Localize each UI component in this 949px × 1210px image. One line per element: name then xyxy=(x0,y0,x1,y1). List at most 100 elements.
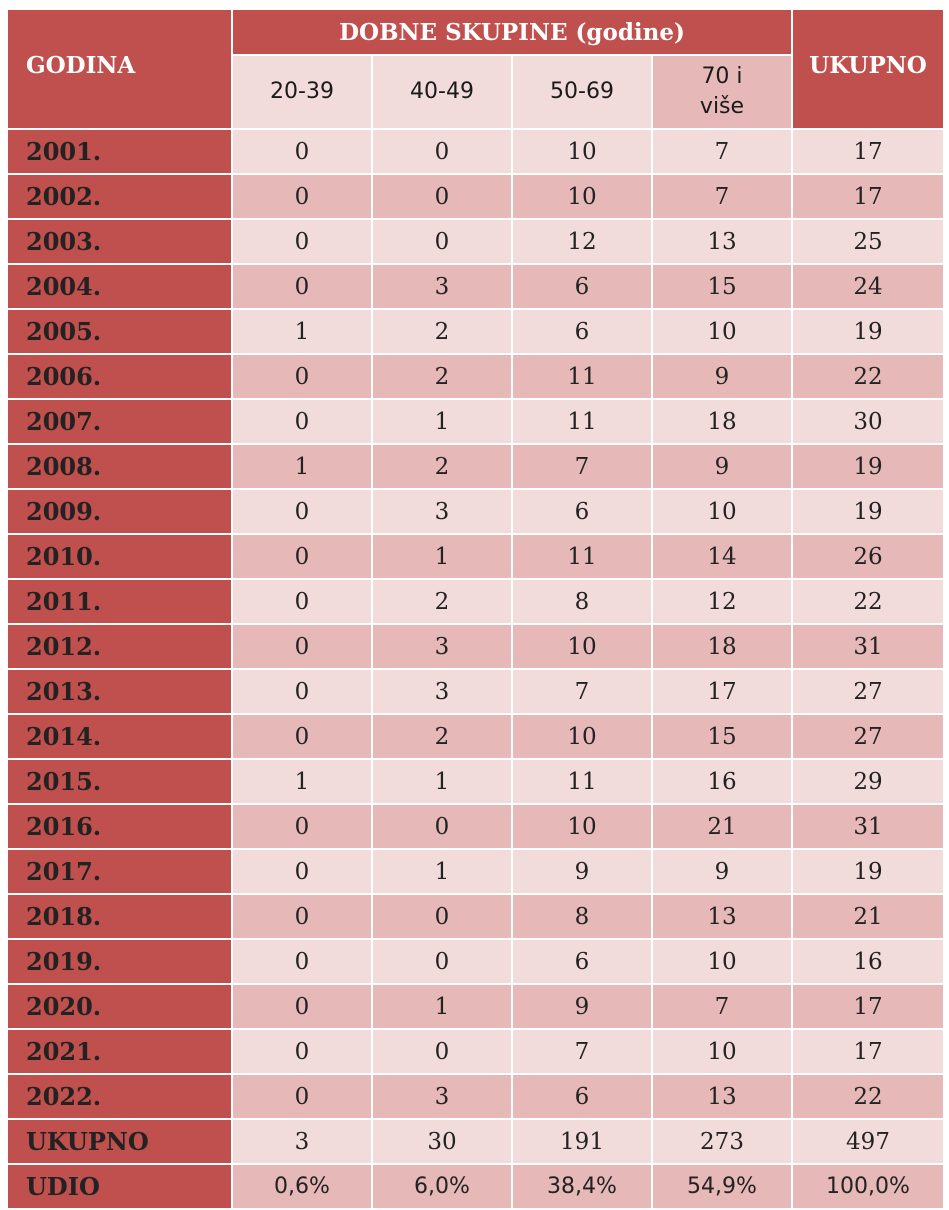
cell-value: 0,6% xyxy=(231,1163,373,1210)
row-label: 2007. xyxy=(6,398,233,445)
cell-value: 1 xyxy=(231,758,373,805)
cell-value: 17 xyxy=(651,668,793,715)
cell-total: 31 xyxy=(791,623,945,670)
header-ukupno: UKUPNO xyxy=(791,8,945,130)
row-label: 2012. xyxy=(6,623,233,670)
table-row: 2015. 1 1 11 16 29 xyxy=(6,758,945,805)
cell-value: 10 xyxy=(511,128,653,175)
cell-total: 22 xyxy=(791,353,945,400)
row-label: 2015. xyxy=(6,758,233,805)
row-label: 2017. xyxy=(6,848,233,895)
cell-value: 1 xyxy=(231,308,373,355)
cell-value: 8 xyxy=(511,578,653,625)
row-label: 2021. xyxy=(6,1028,233,1075)
cell-value: 10 xyxy=(651,938,793,985)
table-row: 2001. 0 0 10 7 17 xyxy=(6,128,945,175)
table-row: 2022. 0 3 6 13 22 xyxy=(6,1073,945,1120)
row-label: 2010. xyxy=(6,533,233,580)
cell-total: 100,0% xyxy=(791,1163,945,1210)
cell-value: 0 xyxy=(231,263,373,310)
cell-value: 30 xyxy=(371,1118,513,1165)
cell-value: 0 xyxy=(371,803,513,850)
cell-value: 1 xyxy=(371,758,513,805)
cell-value: 54,9% xyxy=(651,1163,793,1210)
header-dobne-skupine: DOBNE SKUPINE (godine) xyxy=(231,8,793,56)
cell-value: 9 xyxy=(511,848,653,895)
cell-value: 0 xyxy=(231,218,373,265)
cell-value: 0 xyxy=(231,128,373,175)
cell-value: 2 xyxy=(371,578,513,625)
cell-value: 0 xyxy=(231,893,373,940)
cell-value: 0 xyxy=(231,578,373,625)
row-label: 2004. xyxy=(6,263,233,310)
cell-total: 22 xyxy=(791,578,945,625)
table-row: 2011. 0 2 8 12 22 xyxy=(6,578,945,625)
cell-value: 38,4% xyxy=(511,1163,653,1210)
cell-value: 2 xyxy=(371,308,513,355)
cell-value: 9 xyxy=(651,353,793,400)
cell-value: 273 xyxy=(651,1118,793,1165)
cell-value: 10 xyxy=(511,713,653,760)
cell-value: 3 xyxy=(371,488,513,535)
cell-value: 9 xyxy=(511,983,653,1030)
cell-value: 1 xyxy=(371,398,513,445)
row-label: 2022. xyxy=(6,1073,233,1120)
table-row: 2005. 1 2 6 10 19 xyxy=(6,308,945,355)
cell-value: 21 xyxy=(651,803,793,850)
cell-value: 9 xyxy=(651,848,793,895)
cell-value: 10 xyxy=(511,623,653,670)
cell-total: 30 xyxy=(791,398,945,445)
cell-total: 25 xyxy=(791,218,945,265)
cell-value: 7 xyxy=(651,173,793,220)
cell-value: 0 xyxy=(231,1073,373,1120)
table-body: 2001. 0 0 10 7 17 2002. 0 0 10 7 17 2003. 0 0 12 13 25 200… xyxy=(6,128,945,1210)
row-label: 2011. xyxy=(6,578,233,625)
cell-total: 26 xyxy=(791,533,945,580)
row-label: UDIO xyxy=(6,1163,233,1210)
table-row: 2006. 0 2 11 9 22 xyxy=(6,353,945,400)
cell-value: 6 xyxy=(511,488,653,535)
table-row: 2010. 0 1 11 14 26 xyxy=(6,533,945,580)
cell-value: 0 xyxy=(231,623,373,670)
table-row: 2002. 0 0 10 7 17 xyxy=(6,173,945,220)
header-age-70-plus-label: 70 i više xyxy=(699,64,745,119)
row-label: 2018. xyxy=(6,893,233,940)
cell-value: 0 xyxy=(231,1028,373,1075)
cell-total: 24 xyxy=(791,263,945,310)
row-label: 2019. xyxy=(6,938,233,985)
table-row: 2019. 0 0 6 10 16 xyxy=(6,938,945,985)
cell-value: 11 xyxy=(511,398,653,445)
cell-value: 6 xyxy=(511,938,653,985)
table-row: 2016. 0 0 10 21 31 xyxy=(6,803,945,850)
table-row: 2003. 0 0 12 13 25 xyxy=(6,218,945,265)
cell-value: 2 xyxy=(371,443,513,490)
cell-value: 12 xyxy=(511,218,653,265)
cell-total: 27 xyxy=(791,713,945,760)
row-label: 2002. xyxy=(6,173,233,220)
age-group-table: GODINA DOBNE SKUPINE (godine) UKUPNO 20-… xyxy=(6,8,945,1210)
row-label: 2020. xyxy=(6,983,233,1030)
cell-value: 0 xyxy=(371,173,513,220)
cell-value: 8 xyxy=(511,893,653,940)
cell-value: 3 xyxy=(371,263,513,310)
cell-value: 13 xyxy=(651,1073,793,1120)
table-row: 2014. 0 2 10 15 27 xyxy=(6,713,945,760)
cell-value: 6 xyxy=(511,263,653,310)
table-row: UDIO 0,6% 6,0% 38,4% 54,9% 100,0% xyxy=(6,1163,945,1210)
cell-value: 15 xyxy=(651,263,793,310)
cell-value: 2 xyxy=(371,713,513,760)
table-row: 2008. 1 2 7 9 19 xyxy=(6,443,945,490)
cell-value: 0 xyxy=(231,353,373,400)
cell-value: 6 xyxy=(511,308,653,355)
header-godina: GODINA xyxy=(6,8,233,130)
row-label: 2009. xyxy=(6,488,233,535)
cell-total: 497 xyxy=(791,1118,945,1165)
cell-value: 0 xyxy=(231,848,373,895)
cell-value: 10 xyxy=(651,488,793,535)
cell-value: 3 xyxy=(231,1118,373,1165)
cell-total: 16 xyxy=(791,938,945,985)
cell-value: 0 xyxy=(231,983,373,1030)
cell-value: 10 xyxy=(651,1028,793,1075)
header-age-70-plus: 70 i više xyxy=(651,54,793,130)
table-row: 2021. 0 0 7 10 17 xyxy=(6,1028,945,1075)
